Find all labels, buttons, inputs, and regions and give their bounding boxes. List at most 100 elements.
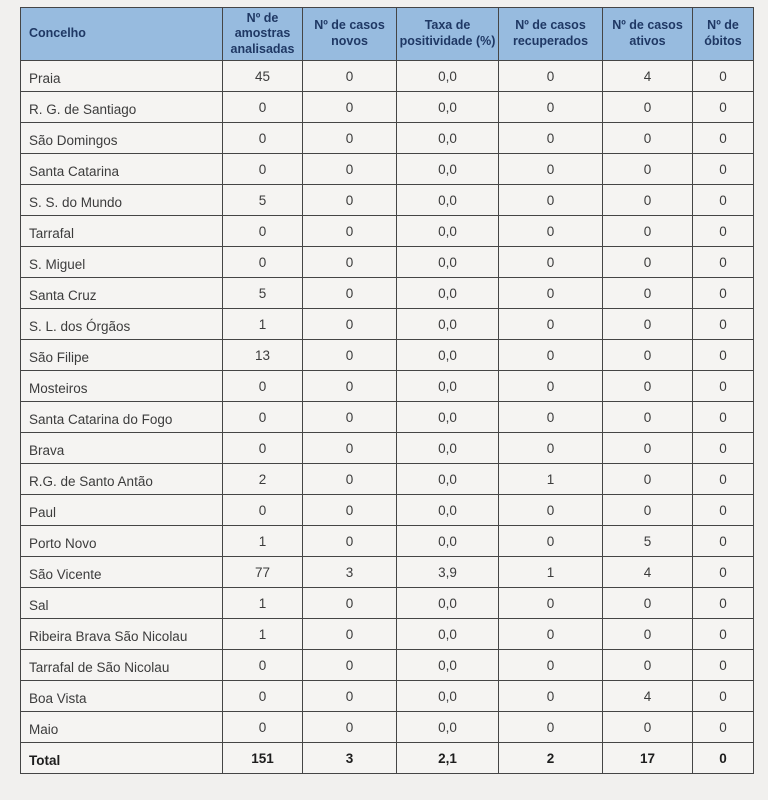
value-cell: 0,0 <box>396 339 499 371</box>
value-cell: 0 <box>602 122 693 154</box>
row-label: Sal <box>20 587 223 619</box>
value-cell: 1 <box>222 308 303 340</box>
row-label: S. S. do Mundo <box>20 184 223 216</box>
value-cell: 0 <box>498 649 603 681</box>
value-cell: 0 <box>692 463 754 495</box>
table-row: S. S. do Mundo 5 0 0,0 0 0 0 <box>20 184 754 216</box>
row-label: Boa Vista <box>20 680 223 712</box>
value-cell: 0 <box>222 153 303 185</box>
value-cell: 0 <box>602 153 693 185</box>
value-cell: 0 <box>498 711 603 743</box>
value-cell: 0 <box>692 401 754 433</box>
value-cell: 0,0 <box>396 184 499 216</box>
value-cell: 1 <box>498 556 603 588</box>
table-row: Tarrafal de São Nicolau 0 0 0,0 0 0 0 <box>20 649 754 681</box>
value-cell: 0 <box>692 494 754 526</box>
table-row: São Filipe 13 0 0,0 0 0 0 <box>20 339 754 371</box>
value-cell: 0,0 <box>396 587 499 619</box>
value-cell: 1 <box>222 618 303 650</box>
row-label: Praia <box>20 60 223 92</box>
value-cell: 0 <box>222 711 303 743</box>
value-cell: 0,0 <box>396 525 499 557</box>
value-cell: 0,0 <box>396 215 499 247</box>
value-cell: 0 <box>222 246 303 278</box>
value-cell: 151 <box>222 742 303 774</box>
value-cell: 0 <box>602 463 693 495</box>
value-cell: 0 <box>302 215 397 247</box>
value-cell: 0 <box>498 91 603 123</box>
value-cell: 0 <box>602 91 693 123</box>
column-header-3: Taxa de positividade (%) <box>396 7 499 61</box>
column-header-6: Nº de óbitos <box>692 7 754 61</box>
value-cell: 0 <box>302 649 397 681</box>
value-cell: 0,0 <box>396 432 499 464</box>
table-row: Boa Vista 0 0 0,0 0 4 0 <box>20 680 754 712</box>
value-cell: 1 <box>498 463 603 495</box>
table-row: R.G. de Santo Antão 2 0 0,0 1 0 0 <box>20 463 754 495</box>
value-cell: 0 <box>302 525 397 557</box>
value-cell: 17 <box>602 742 693 774</box>
value-cell: 0 <box>602 370 693 402</box>
value-cell: 0,0 <box>396 463 499 495</box>
value-cell: 0 <box>602 246 693 278</box>
value-cell: 0 <box>222 215 303 247</box>
value-cell: 45 <box>222 60 303 92</box>
value-cell: 0,0 <box>396 401 499 433</box>
value-cell: 0,0 <box>396 122 499 154</box>
row-label: Tarrafal <box>20 215 223 247</box>
table-row: São Domingos 0 0 0,0 0 0 0 <box>20 122 754 154</box>
value-cell: 0,0 <box>396 370 499 402</box>
value-cell: 0 <box>498 184 603 216</box>
table-row: Porto Novo 1 0 0,0 0 5 0 <box>20 525 754 557</box>
table-row: S. L. dos Órgãos 1 0 0,0 0 0 0 <box>20 308 754 340</box>
value-cell: 0,0 <box>396 277 499 309</box>
value-cell: 0 <box>498 277 603 309</box>
table-row: Santa Catarina 0 0 0,0 0 0 0 <box>20 153 754 185</box>
value-cell: 0 <box>498 370 603 402</box>
value-cell: 77 <box>222 556 303 588</box>
row-label: Brava <box>20 432 223 464</box>
value-cell: 5 <box>222 277 303 309</box>
row-label: São Filipe <box>20 339 223 371</box>
value-cell: 0 <box>498 153 603 185</box>
value-cell: 0 <box>302 587 397 619</box>
value-cell: 3 <box>302 742 397 774</box>
value-cell: 0 <box>602 184 693 216</box>
value-cell: 0 <box>302 463 397 495</box>
column-header-1: Nº de amostras analisadas <box>222 7 303 61</box>
row-label: S. L. dos Órgãos <box>20 308 223 340</box>
row-label: Santa Cruz <box>20 277 223 309</box>
row-label: Santa Catarina <box>20 153 223 185</box>
value-cell: 0 <box>602 432 693 464</box>
value-cell: 0,0 <box>396 153 499 185</box>
value-cell: 0 <box>498 618 603 650</box>
value-cell: 0 <box>602 401 693 433</box>
value-cell: 0 <box>302 432 397 464</box>
value-cell: 0 <box>222 401 303 433</box>
value-cell: 0 <box>498 122 603 154</box>
row-label: Tarrafal de São Nicolau <box>20 649 223 681</box>
row-label: São Domingos <box>20 122 223 154</box>
value-cell: 0 <box>692 370 754 402</box>
value-cell: 0 <box>302 711 397 743</box>
table-row: Brava 0 0 0,0 0 0 0 <box>20 432 754 464</box>
value-cell: 0,0 <box>396 494 499 526</box>
concelho-covid-table: Concelho Nº de amostras analisadas Nº de c… <box>20 7 754 774</box>
column-header-0: Concelho <box>20 7 223 61</box>
table-row: São Vicente 77 3 3,9 1 4 0 <box>20 556 754 588</box>
value-cell: 0 <box>692 432 754 464</box>
column-header-5: Nº de casos ativos <box>602 7 693 61</box>
value-cell: 0 <box>302 277 397 309</box>
value-cell: 4 <box>602 556 693 588</box>
value-cell: 0 <box>498 215 603 247</box>
value-cell: 0 <box>302 122 397 154</box>
table-row: Praia 45 0 0,0 0 4 0 <box>20 60 754 92</box>
value-cell: 0 <box>692 339 754 371</box>
value-cell: 0 <box>692 742 754 774</box>
value-cell: 0 <box>498 308 603 340</box>
value-cell: 0 <box>302 60 397 92</box>
value-cell: 0 <box>602 711 693 743</box>
value-cell: 0,0 <box>396 618 499 650</box>
value-cell: 3,9 <box>396 556 499 588</box>
